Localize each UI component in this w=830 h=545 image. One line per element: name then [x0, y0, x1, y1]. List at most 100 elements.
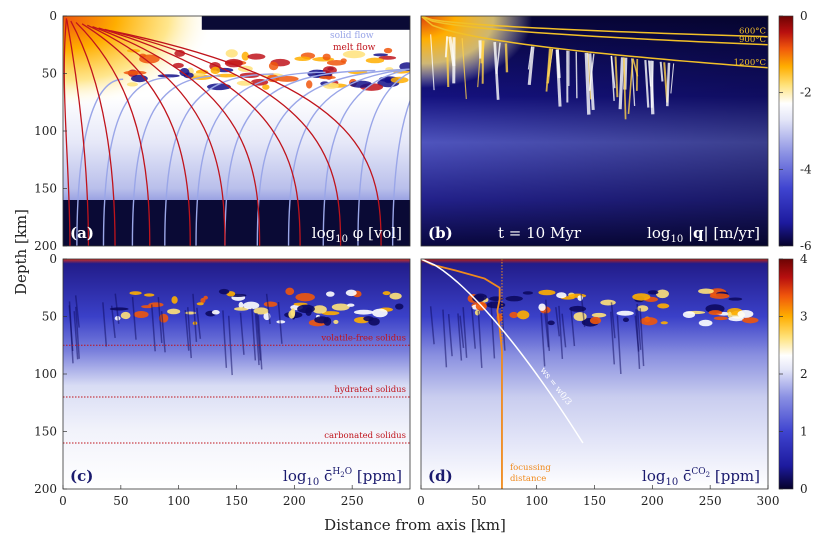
y-tick-label: 100 [34, 367, 57, 381]
x-tick-label: 0 [59, 494, 67, 508]
melt-flow-line [87, 24, 226, 246]
melt-pocket [365, 57, 385, 64]
dark-streak [558, 305, 564, 360]
dark-streak [74, 295, 80, 328]
flow-channel [444, 36, 449, 58]
dark-streak [102, 302, 108, 347]
flow-channel [430, 34, 435, 91]
flow-channel [650, 60, 654, 108]
panel-b-channels [430, 34, 675, 120]
dark-streak [477, 310, 483, 369]
concentration-pocket [708, 310, 723, 316]
x-tick-label: 200 [641, 494, 664, 508]
panel-c-concentration-pockets [68, 287, 404, 376]
concentration-pocket [238, 301, 244, 309]
concentration-pocket [660, 321, 668, 325]
melt-flow-line [98, 27, 301, 246]
melt-pocket [126, 82, 139, 87]
x-tick-label: 200 [283, 494, 306, 508]
dark-streak [470, 306, 476, 349]
dark-streak [639, 308, 645, 367]
melt-pocket [172, 62, 184, 69]
y-tick-label: 0 [49, 9, 57, 23]
dark-streak [610, 311, 616, 365]
dark-streak [73, 311, 79, 360]
isotherm-label: 1200°C [734, 58, 766, 68]
melt-pocket [378, 55, 397, 60]
dark-streak [490, 301, 496, 359]
concentration-pocket [709, 293, 730, 299]
concentration-pocket [505, 295, 523, 302]
concentration-pocket [389, 292, 402, 300]
concentration-pocket [568, 293, 587, 298]
concentration-pocket [200, 297, 206, 304]
concentration-pocket [218, 288, 230, 295]
dark-streak [544, 312, 550, 348]
panel-b-frame [420, 15, 769, 247]
flow-channel [666, 62, 671, 107]
legend-solid-flow: solid flow [330, 31, 374, 41]
dark-streak [634, 315, 640, 352]
concentration-pocket [728, 316, 745, 322]
concentration-pocket [600, 299, 616, 306]
concentration-pocket [728, 297, 743, 301]
ws-curve [421, 259, 584, 444]
concentration-pocket [363, 316, 374, 322]
concentration-pocket [148, 302, 164, 308]
concentration-pocket [234, 307, 249, 311]
dark-streak [157, 297, 163, 344]
x-tick-label: 0 [417, 494, 425, 508]
melt-pocket [210, 66, 221, 75]
concentration-pocket [372, 308, 388, 318]
concentration-pocket [737, 310, 754, 318]
flow-channel [614, 56, 619, 98]
melt-pocket [373, 53, 389, 57]
dark-streak [545, 299, 551, 351]
concentration-pocket [353, 309, 374, 315]
dark-streak [222, 310, 228, 368]
colorbar-tick-label: 0 [800, 482, 808, 496]
concentration-pocket [143, 293, 155, 297]
isotherms [421, 16, 768, 69]
dark-streak [187, 307, 192, 359]
concentration-pocket [698, 288, 714, 294]
solid-flow-line [76, 78, 124, 246]
melt-pocket [322, 66, 337, 75]
y-tick-label: 200 [34, 482, 57, 496]
melt-flow-line [63, 18, 71, 246]
y-tick-label: 100 [34, 124, 57, 138]
melt-pocket [247, 53, 266, 60]
x-tick-label: 50 [113, 494, 128, 508]
melt-pocket [322, 53, 331, 61]
solid-flow-line [287, 68, 410, 246]
dark-streak [555, 307, 561, 337]
dark-streak [131, 296, 137, 340]
solid-flow-line [195, 71, 326, 246]
dark-streak [570, 307, 576, 347]
panel-a: solid flow melt flow (a) log10 φ [vol] [62, 15, 411, 247]
melt-flow-line [104, 28, 342, 246]
flow-channel [478, 40, 483, 59]
concentration-pocket [632, 293, 651, 301]
concentration-pocket [331, 303, 350, 311]
melt-pocket [225, 49, 238, 58]
melt-flow-line [70, 20, 116, 246]
panel-d-label: (d) [428, 467, 453, 485]
concentration-pocket [489, 296, 504, 302]
solid-flow-line [164, 73, 274, 246]
panel-d: focussing distance ws = w0/3 (d) log10 c… [420, 258, 769, 490]
lithosphere-top [201, 16, 410, 30]
isotherm-line [421, 16, 768, 46]
colorbar-tick-label: 2 [800, 367, 808, 381]
x-tick-label: 250 [699, 494, 722, 508]
x-tick-label: 100 [167, 494, 190, 508]
colorbar-bottom-ticks: 4 3 2 1 0 [779, 252, 808, 496]
solidus-label: hydrated solidus [334, 385, 406, 395]
concentration-pocket [347, 303, 355, 307]
flow-channel [584, 52, 591, 115]
concentration-pocket [333, 319, 339, 324]
concentration-pocket [263, 301, 278, 307]
panel-b-field-label: log10 |q| [m/yr] [647, 224, 760, 245]
